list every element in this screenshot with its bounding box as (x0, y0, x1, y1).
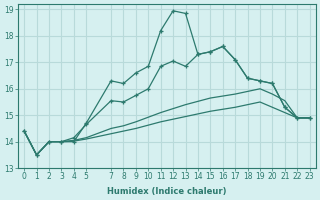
X-axis label: Humidex (Indice chaleur): Humidex (Indice chaleur) (107, 187, 227, 196)
